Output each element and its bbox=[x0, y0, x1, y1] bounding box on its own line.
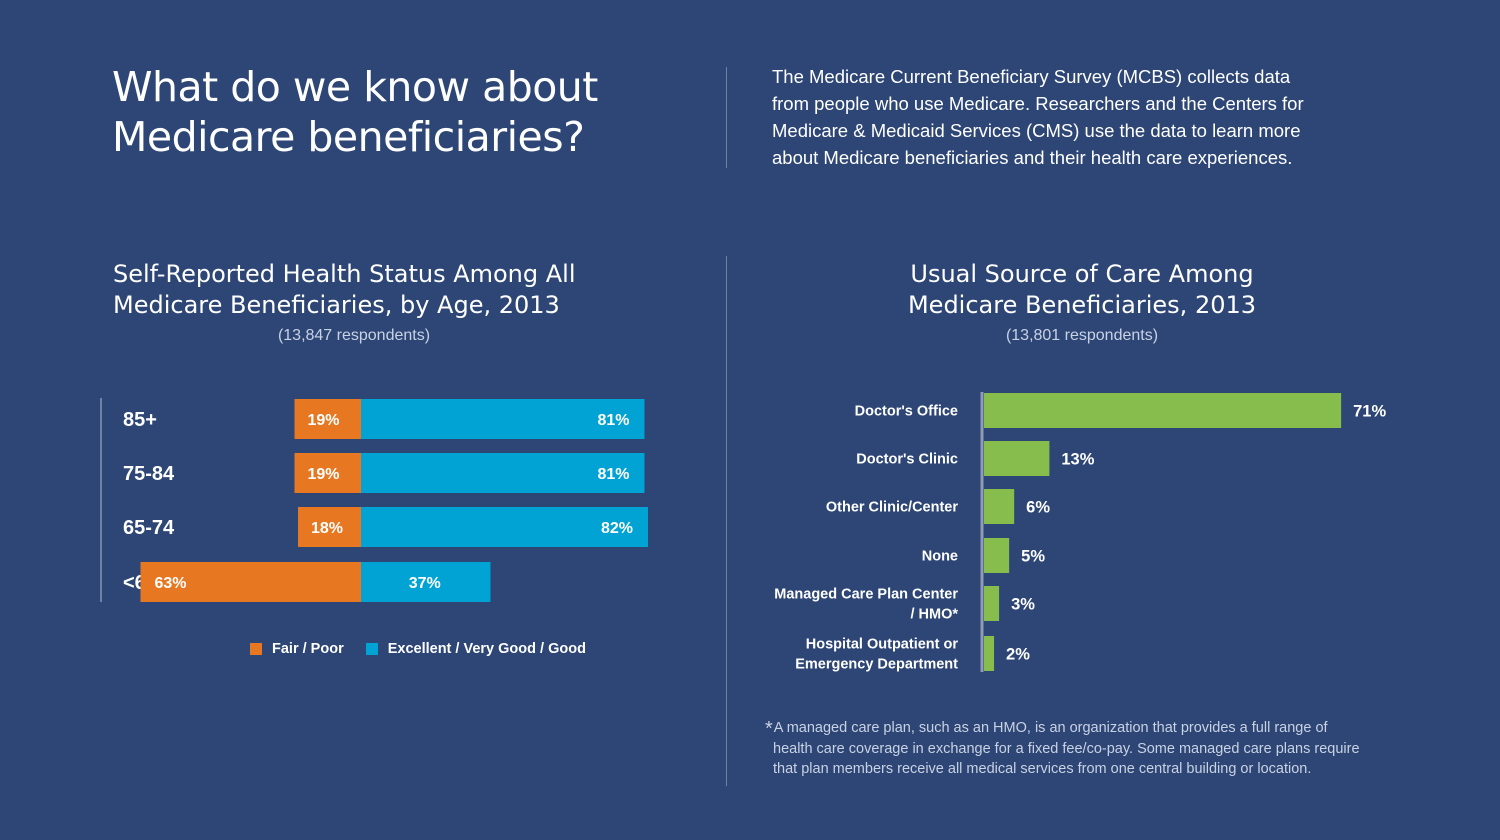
care-category-label: Hospital Outpatient or bbox=[806, 637, 959, 653]
care-category-label: Emergency Department bbox=[795, 657, 958, 673]
care-bar bbox=[984, 538, 1010, 573]
health-title-line-1: Self-Reported Health Status Among All bbox=[113, 260, 576, 288]
care-bar bbox=[984, 636, 995, 671]
fair-poor-label: 19% bbox=[308, 412, 340, 429]
care-category-label: Doctor's Clinic bbox=[856, 452, 958, 468]
care-value-label: 13% bbox=[1061, 451, 1094, 469]
fair-poor-label: 18% bbox=[311, 520, 343, 537]
health-status-chart-title: Self-Reported Health Status Among All Me… bbox=[113, 259, 633, 321]
footnote-text-1: A managed care plan, such as an HMO, is … bbox=[773, 720, 1328, 736]
health-status-respondents: (13,847 respondents) bbox=[277, 327, 431, 344]
care-value-label: 71% bbox=[1353, 403, 1386, 421]
health-title-line-2: Medicare Beneficiaries, by Age, 2013 bbox=[113, 291, 560, 319]
care-bar bbox=[984, 441, 1050, 476]
care-category-label: Other Clinic/Center bbox=[826, 500, 958, 516]
care-title-line-1: Usual Source of Care Among bbox=[910, 260, 1254, 288]
age-label: 75-84 bbox=[123, 463, 175, 485]
intro-line-4: about Medicare beneficiaries and their h… bbox=[772, 147, 1293, 168]
care-category-label: Doctor's Office bbox=[855, 404, 958, 420]
intro-paragraph: The Medicare Current Beneficiary Survey … bbox=[772, 63, 1372, 171]
headline-line-2: Medicare beneficiaries? bbox=[112, 113, 585, 161]
care-source-respondents: (13,801 respondents) bbox=[1005, 327, 1159, 344]
excellent-good-bar bbox=[361, 399, 645, 439]
intro-line-1: The Medicare Current Beneficiary Survey … bbox=[772, 66, 1291, 87]
care-bar bbox=[984, 393, 1342, 428]
footnote-star: * bbox=[765, 718, 773, 740]
legend-item-fair-poor: Fair / Poor bbox=[250, 641, 344, 657]
excellent-good-bar bbox=[361, 562, 491, 602]
care-title-line-2: Medicare Beneficiaries, 2013 bbox=[907, 291, 1257, 319]
hmo-footnote: *A managed care plan, such as an HMO, is… bbox=[765, 718, 1405, 779]
legend-label-fair-poor: Fair / Poor bbox=[272, 641, 344, 657]
excellent-good-label: 81% bbox=[598, 412, 630, 429]
intro-line-3: Medicare & Medicaid Services (CMS) use t… bbox=[772, 120, 1301, 141]
health-status-legend: Fair / Poor Excellent / Very Good / Good bbox=[250, 641, 608, 657]
legend-swatch-excellent-good bbox=[365, 643, 378, 655]
headline-line-1: What do we know about bbox=[112, 63, 598, 111]
excellent-good-label: 37% bbox=[409, 575, 441, 592]
care-value-label: 5% bbox=[1021, 548, 1045, 566]
care-value-label: 2% bbox=[1006, 646, 1030, 664]
page-headline: What do we know about Medicare beneficia… bbox=[112, 62, 672, 162]
care-value-label: 3% bbox=[1011, 596, 1035, 614]
footnote-line-3: that plan members receive all medical se… bbox=[773, 761, 1312, 777]
legend-item-excellent-good: Excellent / Very Good / Good bbox=[365, 641, 586, 657]
header-divider bbox=[726, 67, 727, 168]
care-bar bbox=[984, 586, 1000, 621]
excellent-good-label: 82% bbox=[601, 520, 633, 537]
care-bar bbox=[984, 489, 1015, 524]
footnote-line-2: health care coverage in exchange for a f… bbox=[773, 741, 1360, 757]
excellent-good-bar bbox=[361, 507, 648, 547]
fair-poor-bar bbox=[298, 507, 361, 547]
legend-label-excellent-good: Excellent / Very Good / Good bbox=[387, 641, 586, 657]
excellent-good-label: 81% bbox=[598, 466, 630, 483]
age-label: 85+ bbox=[123, 409, 157, 431]
care-source-chart-title: Usual Source of Care Among Medicare Bene… bbox=[832, 259, 1332, 321]
fair-poor-bar bbox=[294, 453, 361, 493]
charts-divider bbox=[726, 256, 727, 786]
fair-poor-label: 19% bbox=[308, 466, 340, 483]
care-category-label: Managed Care Plan Center bbox=[774, 587, 958, 603]
footnote-line-1: *A managed care plan, such as an HMO, is… bbox=[765, 718, 1405, 739]
fair-poor-bar bbox=[294, 399, 361, 439]
fair-poor-bar bbox=[140, 562, 361, 602]
fair-poor-label: 63% bbox=[155, 575, 187, 592]
care-source-chart: 71% Doctor's Office 13% Doctor's Clinic 6% Ot… bbox=[774, 392, 1386, 673]
care-category-label: None bbox=[922, 549, 958, 565]
care-value-label: 6% bbox=[1026, 499, 1050, 517]
care-category-label: / HMO* bbox=[910, 607, 958, 623]
excellent-good-bar bbox=[361, 453, 645, 493]
legend-swatch-fair-poor bbox=[250, 643, 262, 655]
age-label: 65-74 bbox=[123, 517, 175, 539]
intro-line-2: from people who use Medicare. Researcher… bbox=[772, 93, 1304, 114]
